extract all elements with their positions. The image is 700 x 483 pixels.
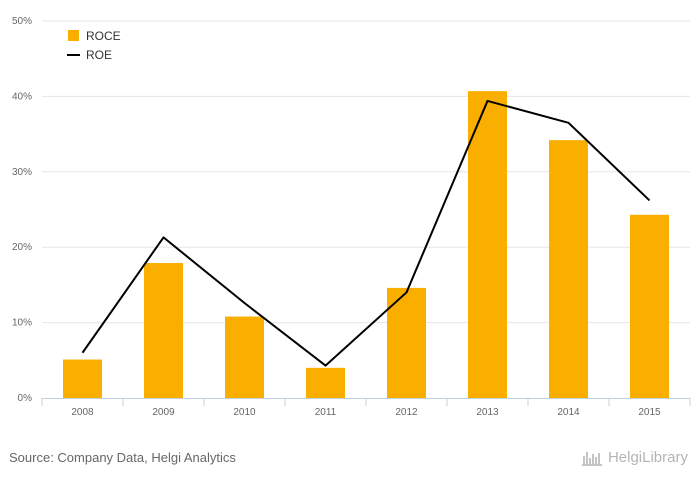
legend-label-roe: ROE xyxy=(86,48,112,62)
y-tick-label: 30% xyxy=(12,167,32,178)
y-tick-label: 0% xyxy=(18,393,33,404)
chart: 0% 10% 20% 30% 40% 50% 2008 2009 2010 2011 2012 201… xyxy=(12,16,691,418)
x-tick-label: 2008 xyxy=(71,407,94,418)
library-logo-icon xyxy=(581,451,602,466)
helgi-library-logo[interactable]: HelgiLibrary xyxy=(581,449,688,466)
x-tick-label: 2014 xyxy=(557,407,580,418)
bar-roce-2014 xyxy=(549,140,588,398)
chart-svg: 0% 10% 20% 30% 40% 50% 2008 2009 2010 2011 2012 201… xyxy=(12,16,691,418)
y-tick-label: 10% xyxy=(12,318,32,329)
x-tick-label: 2015 xyxy=(638,407,661,418)
legend-swatch-roce xyxy=(68,30,79,41)
source-note: Source: Company Data, Helgi Analytics xyxy=(9,450,236,465)
bar-roce-2010 xyxy=(225,316,264,398)
bar-roce-2008 xyxy=(63,359,102,398)
bar-roce-2009 xyxy=(144,263,183,398)
x-tick-label: 2013 xyxy=(476,407,499,418)
x-tick-label: 2011 xyxy=(315,407,337,418)
x-tick-label: 2010 xyxy=(233,407,256,418)
y-tick-label: 50% xyxy=(12,16,32,27)
line-roe xyxy=(81,99,651,367)
bar-roce-2012 xyxy=(387,287,426,398)
x-tick-label: 2009 xyxy=(152,407,175,418)
bar-roce-2013 xyxy=(468,91,507,398)
y-tick-label: 20% xyxy=(12,242,32,253)
y-tick-label: 40% xyxy=(12,91,32,102)
x-tick-label: 2012 xyxy=(395,407,418,418)
bar-roce-2015 xyxy=(630,214,669,398)
bar-roce-2011 xyxy=(306,367,345,398)
legend-label-roce: ROCE xyxy=(86,29,121,43)
logo-text: HelgiLibrary xyxy=(607,449,688,466)
